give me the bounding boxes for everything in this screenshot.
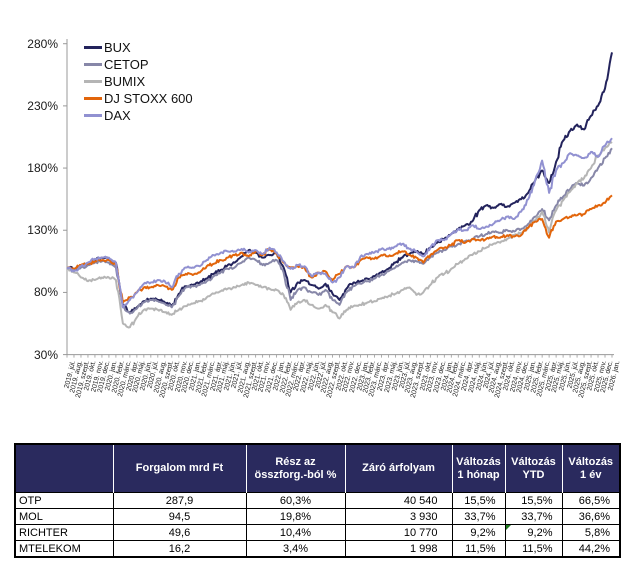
legend-swatch-icon bbox=[84, 97, 102, 100]
legend-item-bux: BUX bbox=[84, 39, 193, 56]
series-line-cetop bbox=[66, 147, 613, 315]
y-tick-label: 180% bbox=[27, 161, 58, 176]
legend-label: CETOP bbox=[104, 57, 149, 72]
change-1y: 44,2% bbox=[561, 540, 621, 558]
change-1y: 66,5% bbox=[561, 492, 621, 509]
stock-name: MTELEKOM bbox=[14, 540, 114, 558]
legend-item-dax: DAX bbox=[84, 107, 193, 124]
y-tick-label: 80% bbox=[33, 285, 58, 300]
header-turnover: Forgalom mrd Ft bbox=[112, 444, 247, 493]
change-ytd: 15,5% bbox=[504, 492, 563, 509]
header-closing-price: Záró árfolyam bbox=[344, 444, 453, 493]
table-row-otp: OTP 287,9 60,3% 40 540 15,5% 15,5% 66,5% bbox=[14, 492, 621, 509]
stocks-table: Forgalom mrd Ft Rész az összforg.-ból % … bbox=[14, 443, 621, 558]
chart-canvas bbox=[63, 39, 614, 358]
header-change-1y: Változás 1 év bbox=[561, 444, 621, 493]
series-line-dj-stoxx-600 bbox=[66, 194, 613, 304]
legend-swatch-icon bbox=[84, 63, 102, 66]
share-value: 3,4% bbox=[245, 540, 346, 558]
turnover-value: 287,9 bbox=[112, 492, 247, 509]
y-tick-label: 280% bbox=[27, 36, 58, 51]
legend-item-bumix: BUMIX bbox=[84, 73, 193, 90]
change-1m: 33,7% bbox=[451, 508, 506, 525]
change-1y: 36,6% bbox=[561, 508, 621, 525]
legend-item-cetop: CETOP bbox=[84, 56, 193, 73]
header-blank bbox=[14, 444, 114, 493]
table-row-richter: RICHTER 49,6 10,4% 10 770 9,2% 9,2% 5,8% bbox=[14, 524, 621, 541]
change-1m: 11,5% bbox=[451, 540, 506, 558]
change-1m: 15,5% bbox=[451, 492, 506, 509]
share-value: 60,3% bbox=[245, 492, 346, 509]
closing-price: 3 930 bbox=[344, 508, 453, 525]
index-performance-chart: 280% 230% 180% 130% 80% 30% 2019. júl. 2019. a… bbox=[27, 36, 621, 399]
turnover-value: 49,6 bbox=[112, 524, 247, 541]
closing-price: 10 770 bbox=[344, 524, 453, 541]
change-ytd: 9,2% bbox=[504, 524, 563, 541]
legend-label: DAX bbox=[104, 108, 131, 123]
series-line-dax bbox=[66, 137, 613, 309]
table-header-row: Forgalom mrd Ft Rész az összforg.-ból % … bbox=[14, 444, 621, 493]
change-ytd: 11,5% bbox=[504, 540, 563, 558]
series-line-bumix bbox=[66, 141, 613, 329]
stock-name: MOL bbox=[14, 508, 114, 525]
turnover-value: 94,5 bbox=[112, 508, 247, 525]
y-tick-label: 230% bbox=[27, 98, 58, 113]
y-tick-label: 130% bbox=[27, 223, 58, 238]
header-share-of-turnover: Rész az összforg.-ból % bbox=[245, 444, 346, 493]
legend-label: BUMIX bbox=[104, 74, 146, 89]
header-change-ytd: Változás YTD bbox=[504, 444, 563, 493]
legend-swatch-icon bbox=[84, 80, 102, 83]
header-change-1m: Változás 1 hónap bbox=[451, 444, 506, 493]
share-value: 10,4% bbox=[245, 524, 346, 541]
stock-name: OTP bbox=[14, 492, 114, 509]
stock-name: RICHTER bbox=[14, 524, 114, 541]
legend-swatch-icon bbox=[84, 46, 102, 49]
change-1y: 5,8% bbox=[561, 524, 621, 541]
table-row-mol: MOL 94,5 19,8% 3 930 33,7% 33,7% 36,6% bbox=[14, 508, 621, 525]
change-ytd: 33,7% bbox=[504, 508, 563, 525]
legend-swatch-icon bbox=[84, 114, 102, 117]
legend-label: BUX bbox=[104, 40, 131, 55]
turnover-value: 16,2 bbox=[112, 540, 247, 558]
chart-legend: BUX CETOP BUMIX DJ STOXX 600 DAX bbox=[84, 39, 193, 124]
series-line-bux bbox=[66, 52, 613, 314]
legend-label: DJ STOXX 600 bbox=[104, 91, 193, 106]
change-1m: 9,2% bbox=[451, 524, 506, 541]
table-row-mtelekom: MTELEKOM 16,2 3,4% 1 998 11,5% 11,5% 44,… bbox=[14, 540, 621, 558]
legend-item-dj-stoxx-600: DJ STOXX 600 bbox=[84, 90, 193, 107]
closing-price: 40 540 bbox=[344, 492, 453, 509]
comment-flag-icon bbox=[505, 525, 511, 530]
y-tick-label: 30% bbox=[33, 347, 58, 362]
share-value: 19,8% bbox=[245, 508, 346, 525]
closing-price: 1 998 bbox=[344, 540, 453, 558]
